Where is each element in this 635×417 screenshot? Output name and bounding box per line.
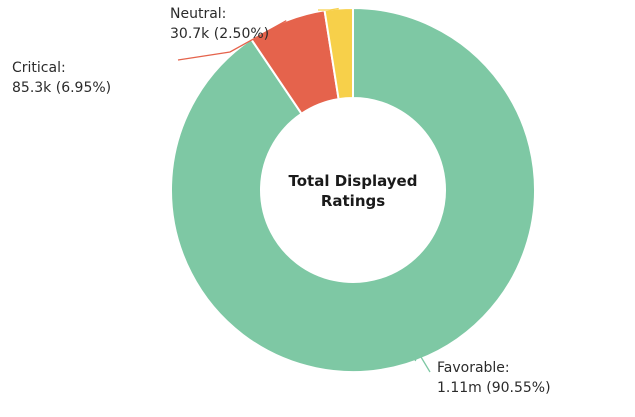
leader-line-critical [177,20,287,61]
slice-label-favorable-name: Favorable: [437,360,510,376]
donut-slices [170,6,536,373]
slice-labels: Favorable: 1.11m (90.55%) Critical: 85.3k (… [12,6,551,396]
slice-label-neutral-value: 30.7k (2.50%) [170,26,269,42]
center-label-line-2: Ratings [321,192,385,210]
center-label-line-1: Total Displayed [289,172,418,190]
leader-line-neutral [318,7,339,11]
slice-label-critical-name: Critical: [12,60,66,76]
slice-label-favorable-value: 1.11m (90.55%) [437,380,551,396]
slice-favorable [170,6,536,373]
center-label: Total Displayed Ratings [289,172,418,210]
slice-label-critical-value: 85.3k (6.95%) [12,80,111,96]
leader-lines [177,7,431,373]
slice-label-neutral-name: Neutral: [170,6,226,22]
leader-line-favorable [414,350,431,373]
